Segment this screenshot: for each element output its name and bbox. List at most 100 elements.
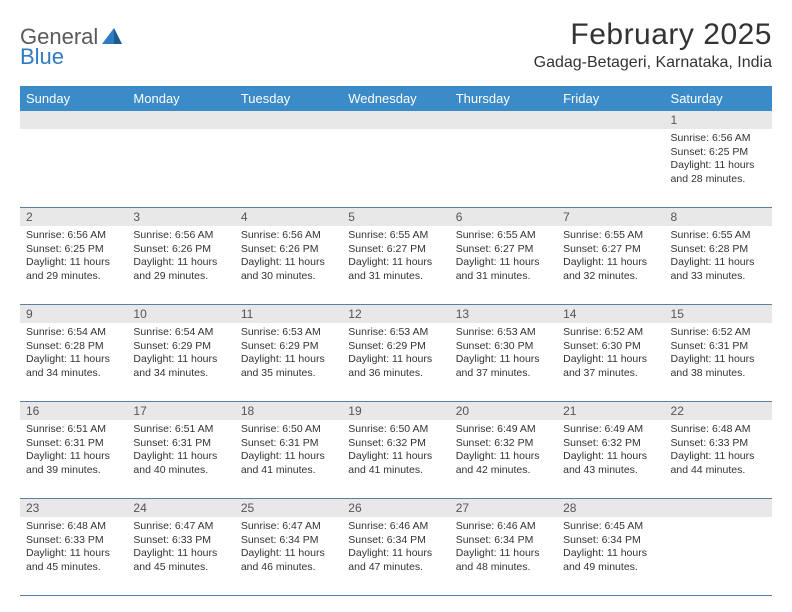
day-cell: Sunrise: 6:47 AMSunset: 6:34 PMDaylight:… bbox=[235, 517, 342, 595]
day-number: 17 bbox=[127, 402, 234, 420]
day-number: 18 bbox=[235, 402, 342, 420]
day-cell: Sunrise: 6:46 AMSunset: 6:34 PMDaylight:… bbox=[342, 517, 449, 595]
day-number: 7 bbox=[557, 208, 664, 226]
sunrise-text: Sunrise: 6:47 AM bbox=[133, 520, 228, 534]
daylight-text: Daylight: 11 hours and 37 minutes. bbox=[456, 353, 551, 380]
day-number: 12 bbox=[342, 305, 449, 323]
day-cell: Sunrise: 6:56 AMSunset: 6:25 PMDaylight:… bbox=[20, 226, 127, 304]
day-cell: Sunrise: 6:52 AMSunset: 6:30 PMDaylight:… bbox=[557, 323, 664, 401]
sunset-text: Sunset: 6:25 PM bbox=[26, 243, 121, 257]
day-cell bbox=[235, 129, 342, 207]
sunset-text: Sunset: 6:28 PM bbox=[671, 243, 766, 257]
daylight-text: Daylight: 11 hours and 31 minutes. bbox=[348, 256, 443, 283]
day-cell-body bbox=[557, 129, 664, 138]
day-cell: Sunrise: 6:48 AMSunset: 6:33 PMDaylight:… bbox=[665, 420, 772, 498]
sunrise-text: Sunrise: 6:47 AM bbox=[241, 520, 336, 534]
day-cell-body: Sunrise: 6:56 AMSunset: 6:26 PMDaylight:… bbox=[235, 226, 342, 290]
calendar: Sunday Monday Tuesday Wednesday Thursday… bbox=[20, 86, 772, 596]
daylight-text: Daylight: 11 hours and 35 minutes. bbox=[241, 353, 336, 380]
sunrise-text: Sunrise: 6:48 AM bbox=[671, 423, 766, 437]
day-number bbox=[127, 111, 234, 129]
day-cell-body: Sunrise: 6:53 AMSunset: 6:30 PMDaylight:… bbox=[450, 323, 557, 387]
sunset-text: Sunset: 6:25 PM bbox=[671, 146, 766, 160]
sunset-text: Sunset: 6:32 PM bbox=[348, 437, 443, 451]
day-number bbox=[557, 111, 664, 129]
day-header-row: Sunday Monday Tuesday Wednesday Thursday… bbox=[20, 86, 772, 111]
daylight-text: Daylight: 11 hours and 29 minutes. bbox=[26, 256, 121, 283]
day-cell-body: Sunrise: 6:53 AMSunset: 6:29 PMDaylight:… bbox=[342, 323, 449, 387]
day-number: 16 bbox=[20, 402, 127, 420]
sunset-text: Sunset: 6:33 PM bbox=[133, 534, 228, 548]
daylight-text: Daylight: 11 hours and 47 minutes. bbox=[348, 547, 443, 574]
sunrise-text: Sunrise: 6:54 AM bbox=[26, 326, 121, 340]
day-number: 23 bbox=[20, 499, 127, 517]
location-subtitle: Gadag-Betageri, Karnataka, India bbox=[534, 54, 772, 72]
day-cell-body: Sunrise: 6:50 AMSunset: 6:32 PMDaylight:… bbox=[342, 420, 449, 484]
day-cell: Sunrise: 6:50 AMSunset: 6:32 PMDaylight:… bbox=[342, 420, 449, 498]
day-number: 5 bbox=[342, 208, 449, 226]
sunset-text: Sunset: 6:30 PM bbox=[456, 340, 551, 354]
sunrise-text: Sunrise: 6:52 AM bbox=[671, 326, 766, 340]
daylight-text: Daylight: 11 hours and 41 minutes. bbox=[348, 450, 443, 477]
day-cell-body: Sunrise: 6:56 AMSunset: 6:25 PMDaylight:… bbox=[665, 129, 772, 193]
sunset-text: Sunset: 6:26 PM bbox=[241, 243, 336, 257]
sunset-text: Sunset: 6:29 PM bbox=[133, 340, 228, 354]
daylight-text: Daylight: 11 hours and 31 minutes. bbox=[456, 256, 551, 283]
sunrise-text: Sunrise: 6:53 AM bbox=[348, 326, 443, 340]
sunrise-text: Sunrise: 6:49 AM bbox=[563, 423, 658, 437]
week-row: Sunrise: 6:48 AMSunset: 6:33 PMDaylight:… bbox=[20, 517, 772, 596]
day-cell-body: Sunrise: 6:54 AMSunset: 6:28 PMDaylight:… bbox=[20, 323, 127, 387]
daylight-text: Daylight: 11 hours and 33 minutes. bbox=[671, 256, 766, 283]
sunset-text: Sunset: 6:33 PM bbox=[671, 437, 766, 451]
day-cell: Sunrise: 6:53 AMSunset: 6:29 PMDaylight:… bbox=[342, 323, 449, 401]
daylight-text: Daylight: 11 hours and 36 minutes. bbox=[348, 353, 443, 380]
day-cell-body bbox=[665, 517, 772, 526]
dayhead-sunday: Sunday bbox=[20, 86, 127, 111]
sunrise-text: Sunrise: 6:50 AM bbox=[348, 423, 443, 437]
day-cell: Sunrise: 6:55 AMSunset: 6:27 PMDaylight:… bbox=[450, 226, 557, 304]
dayhead-tuesday: Tuesday bbox=[235, 86, 342, 111]
daylight-text: Daylight: 11 hours and 39 minutes. bbox=[26, 450, 121, 477]
day-cell-body: Sunrise: 6:49 AMSunset: 6:32 PMDaylight:… bbox=[557, 420, 664, 484]
sunset-text: Sunset: 6:31 PM bbox=[133, 437, 228, 451]
day-number bbox=[342, 111, 449, 129]
week-row: Sunrise: 6:56 AMSunset: 6:25 PMDaylight:… bbox=[20, 226, 772, 305]
day-number: 21 bbox=[557, 402, 664, 420]
day-cell-body bbox=[450, 129, 557, 138]
day-cell-body bbox=[235, 129, 342, 138]
sunrise-text: Sunrise: 6:53 AM bbox=[241, 326, 336, 340]
sunset-text: Sunset: 6:32 PM bbox=[456, 437, 551, 451]
day-cell bbox=[127, 129, 234, 207]
week-row: Sunrise: 6:54 AMSunset: 6:28 PM Daylight:… bbox=[20, 323, 772, 402]
sunrise-text: Sunrise: 6:46 AM bbox=[348, 520, 443, 534]
day-number: 6 bbox=[450, 208, 557, 226]
day-number: 19 bbox=[342, 402, 449, 420]
daylight-text: Daylight: 11 hours and 45 minutes. bbox=[133, 547, 228, 574]
day-number: 8 bbox=[665, 208, 772, 226]
day-cell-body: Sunrise: 6:55 AMSunset: 6:27 PMDaylight:… bbox=[557, 226, 664, 290]
daylight-text: Daylight: 11 hours and 37 minutes. bbox=[563, 353, 658, 380]
day-cell: Sunrise: 6:46 AMSunset: 6:34 PMDaylight:… bbox=[450, 517, 557, 595]
day-number: 11 bbox=[235, 305, 342, 323]
sunrise-text: Sunrise: 6:55 AM bbox=[563, 229, 658, 243]
daylight-text: Daylight: 11 hours and 49 minutes. bbox=[563, 547, 658, 574]
month-title: February 2025 bbox=[534, 18, 772, 52]
day-number: 14 bbox=[557, 305, 664, 323]
sunset-text: Sunset: 6:29 PM bbox=[348, 340, 443, 354]
week-row: Sunrise: 6:56 AMSunset: 6:25 PMDaylight:… bbox=[20, 129, 772, 208]
sunset-text: Sunset: 6:28 PM bbox=[26, 340, 121, 354]
day-cell bbox=[450, 129, 557, 207]
sunset-text: Sunset: 6:34 PM bbox=[348, 534, 443, 548]
day-cell-body: Sunrise: 6:48 AMSunset: 6:33 PMDaylight:… bbox=[665, 420, 772, 484]
sunset-text: Sunset: 6:33 PM bbox=[26, 534, 121, 548]
title-block: February 2025 Gadag-Betageri, Karnataka,… bbox=[534, 18, 772, 72]
day-cell-body: Sunrise: 6:45 AMSunset: 6:34 PMDaylight:… bbox=[557, 517, 664, 581]
logo-text-blue: Blue bbox=[20, 44, 64, 69]
day-cell: Sunrise: 6:49 AMSunset: 6:32 PMDaylight:… bbox=[557, 420, 664, 498]
day-cell-body: Sunrise: 6:51 AMSunset: 6:31 PMDaylight:… bbox=[20, 420, 127, 484]
day-cell: Sunrise: 6:56 AMSunset: 6:26 PMDaylight:… bbox=[235, 226, 342, 304]
sunset-text: Sunset: 6:27 PM bbox=[563, 243, 658, 257]
daylight-text: Daylight: 11 hours and 34 minutes. bbox=[133, 353, 228, 380]
sunrise-text: Sunrise: 6:56 AM bbox=[133, 229, 228, 243]
day-cell: Sunrise: 6:50 AMSunset: 6:31 PMDaylight:… bbox=[235, 420, 342, 498]
